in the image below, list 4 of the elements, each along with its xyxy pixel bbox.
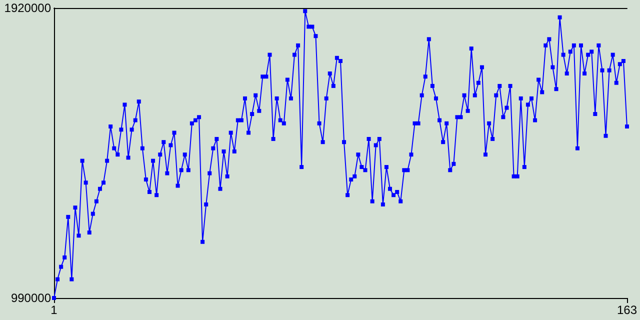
x-tick-label: 1 xyxy=(50,303,58,317)
x-tick-label: 163 xyxy=(616,303,638,317)
y-tick-label: 990000 xyxy=(10,291,52,305)
y-tick-label: 1920000 xyxy=(4,1,52,15)
